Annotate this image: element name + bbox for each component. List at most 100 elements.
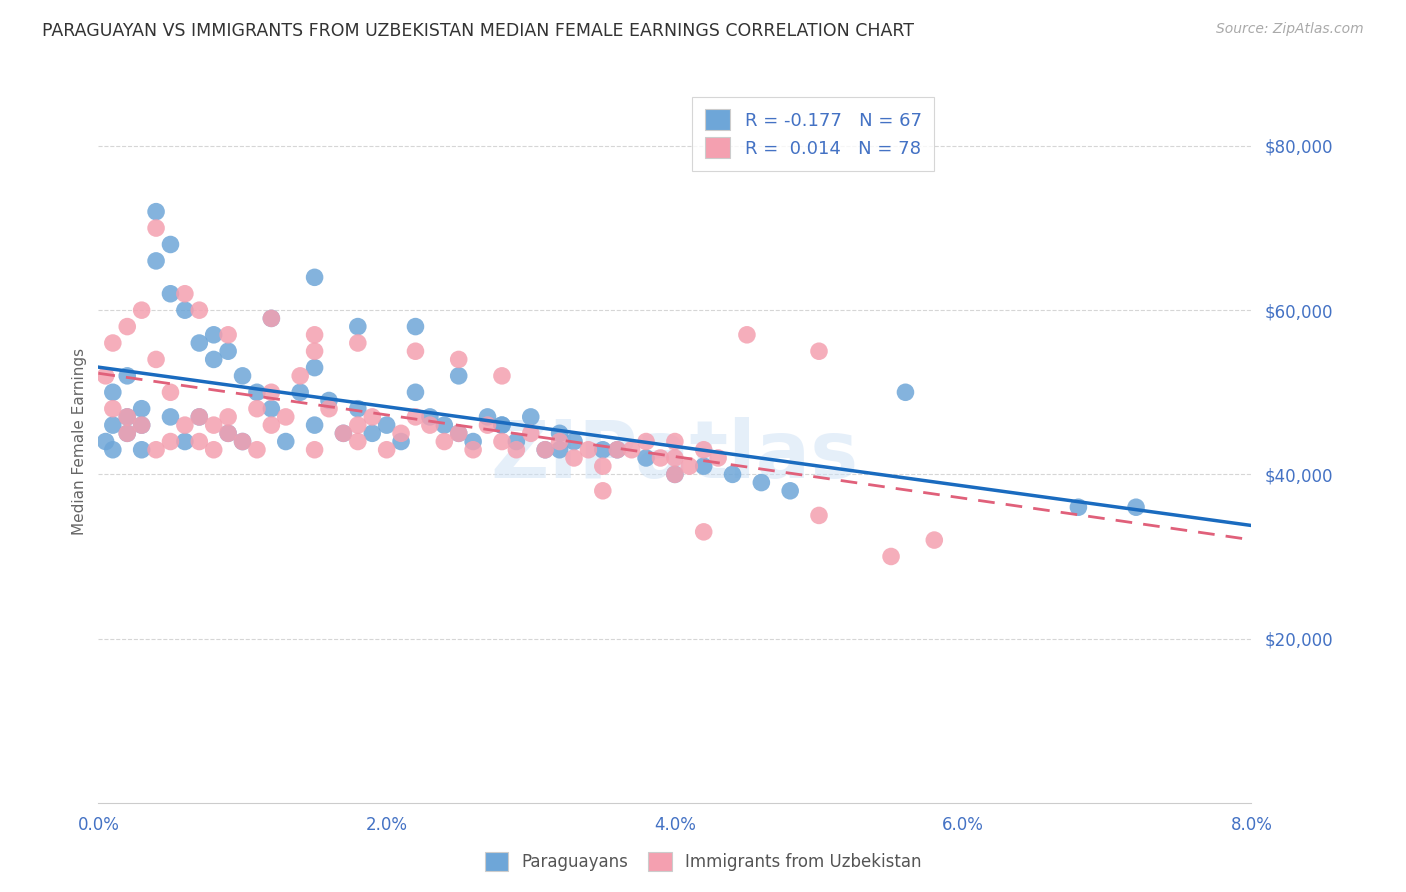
Point: [534, 442, 557, 457]
Point: [131, 303, 153, 318]
Point: [505, 434, 527, 449]
Point: [145, 204, 167, 219]
Point: [461, 434, 484, 449]
Point: [491, 434, 513, 449]
Point: [578, 442, 600, 457]
Point: [159, 434, 181, 449]
Point: [188, 336, 211, 351]
Point: [491, 418, 513, 433]
Point: [548, 434, 571, 449]
Text: Source: ZipAtlas.com: Source: ZipAtlas.com: [1216, 22, 1364, 37]
Point: [159, 237, 181, 252]
Point: [405, 344, 427, 359]
Point: [606, 442, 628, 457]
Point: [290, 385, 312, 400]
Point: [461, 442, 484, 457]
Point: [534, 442, 557, 457]
Point: [101, 336, 124, 351]
Point: [491, 418, 513, 433]
Point: [808, 508, 831, 523]
Point: [505, 442, 527, 457]
Point: [202, 442, 225, 457]
Point: [808, 344, 831, 359]
Point: [217, 344, 239, 359]
Point: [101, 401, 124, 416]
Point: [290, 368, 312, 383]
Point: [188, 409, 211, 424]
Point: [260, 401, 283, 416]
Point: [361, 426, 384, 441]
Point: [491, 368, 513, 383]
Point: [304, 360, 326, 375]
Point: [304, 270, 326, 285]
Point: [592, 442, 614, 457]
Point: [419, 409, 441, 424]
Point: [101, 418, 124, 433]
Point: [477, 409, 499, 424]
Point: [548, 426, 571, 441]
Point: [131, 418, 153, 433]
Point: [520, 409, 543, 424]
Point: [231, 434, 254, 449]
Point: [477, 418, 499, 433]
Y-axis label: Median Female Earnings: Median Female Earnings: [72, 348, 87, 535]
Point: [117, 409, 139, 424]
Point: [246, 442, 269, 457]
Point: [520, 426, 543, 441]
Point: [433, 418, 456, 433]
Point: [346, 401, 368, 416]
Point: [117, 319, 139, 334]
Point: [1125, 500, 1147, 515]
Point: [117, 426, 139, 441]
Point: [606, 442, 628, 457]
Point: [548, 442, 571, 457]
Legend: Paraguayans, Immigrants from Uzbekistan: Paraguayans, Immigrants from Uzbekistan: [477, 843, 929, 880]
Point: [231, 434, 254, 449]
Point: [346, 434, 368, 449]
Point: [260, 311, 283, 326]
Point: [94, 434, 117, 449]
Point: [620, 442, 643, 457]
Point: [664, 467, 686, 482]
Point: [145, 253, 167, 268]
Point: [375, 418, 398, 433]
Point: [405, 409, 427, 424]
Point: [217, 409, 239, 424]
Point: [274, 434, 297, 449]
Point: [447, 352, 470, 367]
Point: [231, 368, 254, 383]
Point: [447, 426, 470, 441]
Point: [188, 434, 211, 449]
Point: [260, 311, 283, 326]
Point: [405, 319, 427, 334]
Point: [636, 450, 658, 465]
Point: [346, 418, 368, 433]
Point: [202, 352, 225, 367]
Point: [318, 401, 340, 416]
Point: [361, 409, 384, 424]
Point: [447, 426, 470, 441]
Point: [678, 459, 700, 474]
Point: [707, 450, 730, 465]
Point: [174, 418, 197, 433]
Text: PARAGUAYAN VS IMMIGRANTS FROM UZBEKISTAN MEDIAN FEMALE EARNINGS CORRELATION CHAR: PARAGUAYAN VS IMMIGRANTS FROM UZBEKISTAN…: [42, 22, 914, 40]
Point: [346, 336, 368, 351]
Point: [562, 450, 585, 465]
Point: [188, 409, 211, 424]
Point: [433, 434, 456, 449]
Point: [332, 426, 354, 441]
Point: [447, 368, 470, 383]
Point: [101, 442, 124, 457]
Point: [131, 442, 153, 457]
Point: [217, 426, 239, 441]
Point: [246, 401, 269, 416]
Point: [174, 434, 197, 449]
Point: [117, 426, 139, 441]
Point: [389, 426, 412, 441]
Point: [664, 467, 686, 482]
Point: [202, 418, 225, 433]
Point: [894, 385, 917, 400]
Point: [562, 434, 585, 449]
Point: [131, 418, 153, 433]
Point: [101, 385, 124, 400]
